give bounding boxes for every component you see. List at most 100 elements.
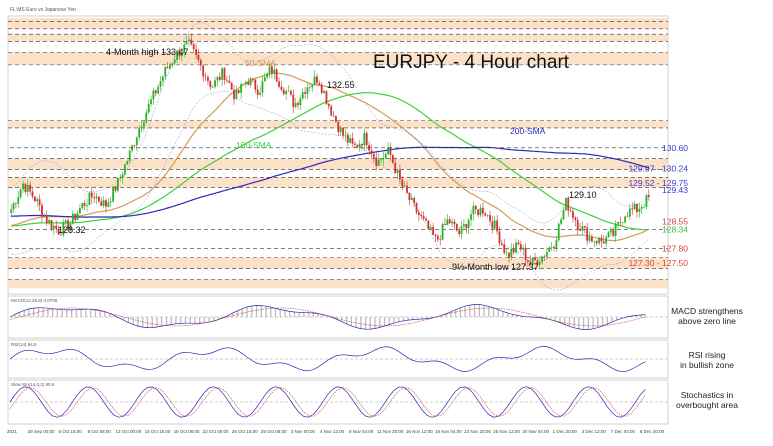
candle-body — [534, 257, 536, 261]
resistance-zone — [8, 279, 668, 289]
candle-body — [543, 256, 546, 258]
candle-body — [199, 60, 202, 66]
candle-body — [292, 94, 295, 107]
candle-body — [36, 199, 39, 202]
candle-body — [311, 84, 314, 88]
candle-body — [207, 77, 209, 81]
candle-body — [553, 246, 555, 248]
bollinger-band — [11, 22, 649, 224]
candle-body — [391, 154, 394, 163]
indicator-annotation: overbought area — [676, 400, 738, 410]
candle-body — [178, 50, 181, 57]
candle-body — [252, 78, 254, 80]
candle-body — [64, 220, 67, 223]
candle-body — [351, 138, 354, 144]
candle-body — [228, 80, 231, 83]
candle-body — [152, 90, 155, 100]
candle-body — [519, 244, 522, 250]
candle-body — [353, 143, 356, 145]
candle-body — [643, 206, 645, 208]
candle-body — [218, 76, 221, 80]
candle-body — [560, 219, 563, 224]
candle-body — [261, 81, 264, 93]
candle-body — [636, 203, 638, 212]
indicator-header: RSI(14) 64.8 — [11, 342, 37, 347]
resistance-zone — [8, 18, 668, 29]
candle-body — [377, 159, 380, 166]
candle-body — [429, 226, 432, 229]
candle-body — [223, 68, 226, 80]
candle-body — [83, 203, 86, 206]
candle-body — [515, 242, 517, 253]
candle-body — [10, 209, 13, 213]
x-tick-label: 22 Oct 00:00 — [203, 429, 229, 434]
candle-body — [489, 215, 491, 222]
x-tick-label: 7 Dec 04:00 — [611, 429, 636, 434]
candle-body — [349, 138, 352, 143]
candle-body — [278, 81, 280, 87]
indicator-annotation: Stochastics in — [681, 390, 734, 400]
x-tick-label: 29 Sep 00:00 — [28, 429, 55, 434]
candle-body — [335, 116, 337, 122]
candle-body — [444, 223, 446, 225]
candle-body — [17, 197, 20, 204]
candle-body — [467, 219, 470, 229]
candle-body — [512, 249, 515, 253]
candle-body — [266, 73, 269, 78]
candle-body — [280, 86, 283, 90]
candle-body — [446, 219, 449, 225]
candle-body — [138, 128, 141, 138]
candle-body — [183, 44, 186, 53]
candle-body — [531, 257, 534, 265]
candle-body — [399, 169, 401, 180]
candle-body — [458, 230, 461, 235]
candle-body — [358, 144, 361, 148]
candle-body — [254, 79, 257, 90]
x-tick-label: 8 Dec 20:00 — [640, 429, 665, 434]
x-tick-label: 1 Dec 20:00 — [553, 429, 578, 434]
candle-body — [455, 224, 458, 231]
candle-body — [15, 203, 17, 204]
candle-body — [81, 203, 84, 209]
candle-body — [408, 192, 411, 201]
candle-body — [579, 228, 581, 231]
candle-body — [628, 208, 631, 217]
candle-body — [510, 249, 513, 258]
candle-body — [188, 39, 190, 42]
candle-body — [396, 169, 399, 174]
candle-body — [413, 197, 416, 203]
candle-body — [574, 217, 577, 221]
candle-body — [330, 106, 333, 116]
candle-body — [503, 244, 506, 253]
candle-body — [190, 39, 193, 45]
candle-body — [12, 203, 15, 210]
candle-body — [244, 81, 247, 85]
candle-body — [76, 213, 79, 220]
candle-body — [221, 68, 224, 80]
candle-body — [517, 242, 520, 245]
x-tick-label: 18 Nov 04:00 — [435, 429, 462, 434]
candle-body — [451, 221, 453, 224]
candle-body — [60, 234, 62, 236]
candle-body — [143, 122, 145, 127]
candle-body — [432, 226, 435, 235]
symbol-header: FL:MS Euro vs Japanese Yen — [10, 7, 76, 13]
candle-body — [275, 69, 278, 82]
candle-body — [538, 262, 541, 265]
candle-body — [505, 252, 508, 254]
candle-body — [22, 183, 24, 190]
indicator-header: Slow Sto(14,3,3) 80.6 — [11, 382, 55, 387]
candle-body — [541, 256, 544, 263]
candle-body — [583, 226, 586, 228]
candle-body — [500, 243, 503, 245]
candle-body — [294, 102, 297, 107]
candle-body — [29, 184, 32, 192]
price-annotation: 132.55 — [327, 80, 355, 90]
candle-body — [313, 76, 316, 85]
candle-body — [185, 41, 188, 45]
candle-body — [591, 237, 593, 242]
candle-body — [638, 208, 641, 212]
x-tick-label: 2021 — [7, 429, 18, 434]
